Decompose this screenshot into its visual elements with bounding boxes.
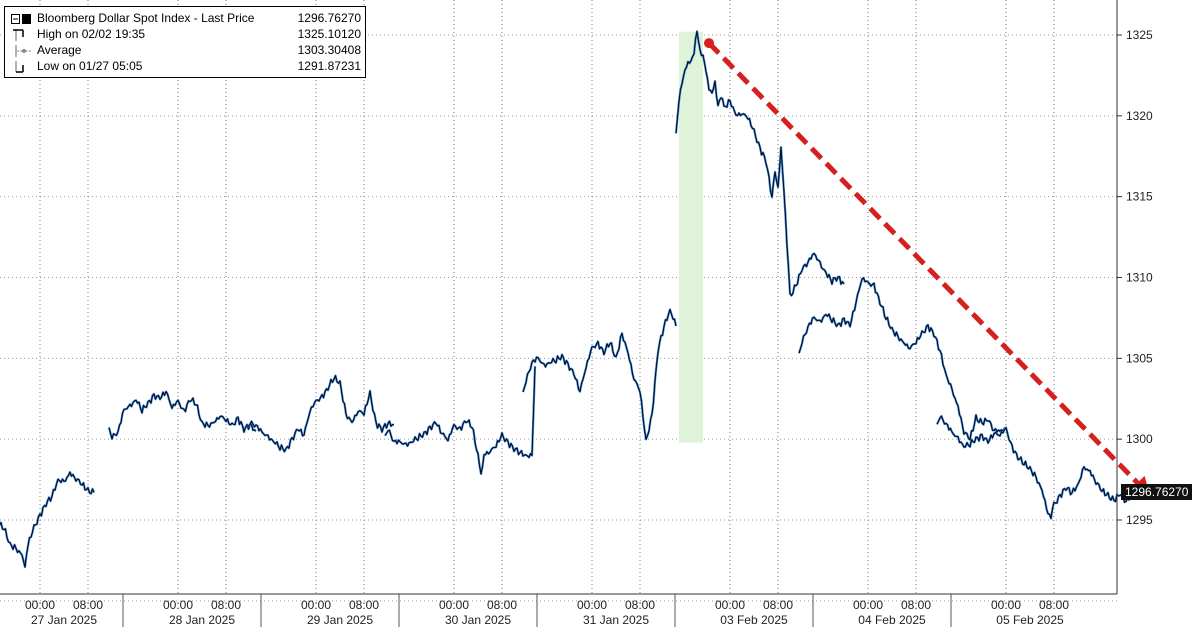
x-tick-label: 08:00 (73, 598, 103, 612)
price-series (0, 30, 1145, 569)
x-date-label: 03 Feb 2025 (720, 613, 788, 627)
series-line-segment (107, 390, 257, 440)
y-tick-label: 1305 (1126, 351, 1153, 365)
series-line-segment (521, 308, 678, 441)
series-line-segment (936, 415, 1145, 519)
legend-high-label: High on 02/02 19:35 (37, 27, 146, 41)
y-tick-label: 1300 (1126, 432, 1153, 446)
series-line-segment (246, 375, 395, 453)
x-tick-label: 08:00 (1039, 598, 1069, 612)
series-line-segment (246, 374, 395, 453)
trend-arrow (704, 38, 1150, 496)
high-marker-icon (13, 29, 24, 41)
legend-row-average: Average 1303.30408 (5, 43, 365, 59)
x-tick-label: 08:00 (763, 598, 793, 612)
chart-legend: Bloomberg Dollar Spot Index - Last Price… (4, 6, 366, 78)
legend-high-value: 1325.10120 (297, 27, 361, 41)
x-date-label: 04 Feb 2025 (858, 613, 926, 627)
series-line-segment (108, 391, 257, 440)
series-line-segment (936, 415, 1145, 520)
x-tick-label: 08:00 (211, 598, 241, 612)
legend-low-label: Low on 01/27 05:05 (37, 59, 143, 73)
series-line-segment (798, 277, 1007, 441)
legend-average-label: Average (37, 43, 82, 57)
average-marker-icon (15, 45, 31, 57)
x-tick-label: 00:00 (301, 598, 331, 612)
y-tick-label: 1295 (1126, 513, 1153, 527)
x-date-label: 05 Feb 2025 (996, 613, 1064, 627)
x-date-label: 29 Jan 2025 (307, 613, 373, 627)
y-tick-label: 1325 (1126, 28, 1153, 42)
x-tick-label: 00:00 (853, 598, 883, 612)
x-date-label: 31 Jan 2025 (583, 613, 649, 627)
collapse-square-icon[interactable] (11, 13, 31, 25)
grid-lines (0, 0, 1117, 627)
x-tick-label: 00:00 (439, 598, 469, 612)
legend-average-value: 1303.30408 (297, 43, 361, 57)
x-tick-label: 00:00 (577, 598, 607, 612)
series-line-segment (384, 366, 536, 475)
highlight-region (679, 31, 703, 443)
highlight-rect (679, 31, 703, 443)
legend-series-name: Bloomberg Dollar Spot Index - Last Price (37, 11, 255, 25)
axes: 1295 1300 1305 1310 1315 1320 1325 00:00 08:00 00… (0, 0, 1153, 627)
series-line-segment (0, 471, 95, 568)
x-tick-label: 08:00 (901, 598, 931, 612)
legend-row-low: Low on 01/27 05:05 1291.87231 (5, 59, 365, 75)
x-date-label: 28 Jan 2025 (169, 613, 235, 627)
y-tick-label: 1315 (1126, 190, 1153, 204)
series-line-segment (797, 276, 1007, 441)
arrow-shaft (707, 41, 1140, 485)
x-tick-label: 00:00 (25, 598, 55, 612)
x-tick-label: 00:00 (715, 598, 745, 612)
x-date-label: 27 Jan 2025 (31, 613, 97, 627)
series-line-segment (384, 366, 537, 475)
series-line-segment (522, 308, 677, 440)
last-price-tag: 1296.76270 (1121, 484, 1193, 500)
low-marker-icon (15, 61, 24, 73)
legend-low-value: 1291.87231 (297, 59, 361, 73)
legend-row-last: Bloomberg Dollar Spot Index - Last Price… (5, 11, 365, 27)
x-date-label: 30 Jan 2025 (445, 613, 511, 627)
x-tick-label: 00:00 (163, 598, 193, 612)
x-tick-label: 08:00 (625, 598, 655, 612)
y-tick-label: 1320 (1126, 109, 1153, 123)
x-tick-label: 08:00 (349, 598, 379, 612)
x-tick-label: 00:00 (991, 598, 1021, 612)
legend-last-price: 1296.76270 (297, 11, 361, 25)
x-tick-label: 08:00 (487, 598, 517, 612)
y-tick-label: 1310 (1126, 271, 1153, 285)
series-line-segment (675, 30, 845, 297)
legend-row-high: High on 02/02 19:35 1325.10120 (5, 27, 365, 43)
